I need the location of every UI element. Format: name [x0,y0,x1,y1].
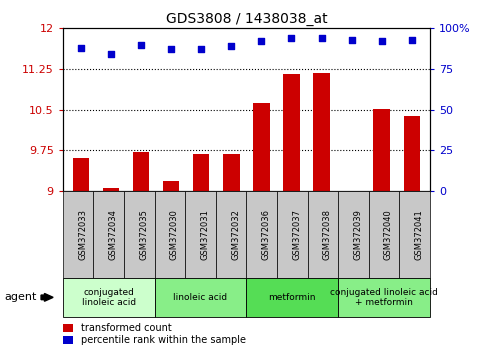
Text: GSM372036: GSM372036 [262,209,270,260]
Text: linoleic acid: linoleic acid [173,293,227,302]
Text: GSM372035: GSM372035 [139,209,148,260]
Point [257,39,265,44]
Text: conjugated
linoleic acid: conjugated linoleic acid [82,288,136,307]
Bar [163,181,179,191]
Text: metformin: metformin [269,293,316,302]
Text: percentile rank within the sample: percentile rank within the sample [81,335,246,345]
Point [287,35,295,41]
Bar [133,152,149,191]
Point [318,35,326,41]
Bar [313,73,330,191]
Point [198,47,205,52]
Text: GSM372038: GSM372038 [323,209,332,260]
Bar [373,109,390,191]
Text: GSM372031: GSM372031 [200,209,210,260]
Point [227,44,235,49]
Point [408,37,416,42]
Point [107,52,115,57]
Point [137,42,145,47]
Bar [72,158,89,191]
Text: conjugated linoleic acid
+ metformin: conjugated linoleic acid + metformin [330,288,438,307]
Text: GSM372032: GSM372032 [231,209,240,260]
Bar [223,154,240,191]
Text: transformed count: transformed count [81,323,171,333]
Text: GSM372033: GSM372033 [78,209,87,260]
Point [167,47,175,52]
Text: GSM372030: GSM372030 [170,209,179,260]
Bar [253,103,270,191]
Bar [403,116,420,191]
Text: agent: agent [5,292,37,302]
Bar [103,188,119,191]
Bar [193,154,210,191]
Title: GDS3808 / 1438038_at: GDS3808 / 1438038_at [166,12,327,26]
Text: GSM372041: GSM372041 [414,209,424,260]
Point [77,45,85,51]
Bar [283,74,300,191]
Point [378,39,385,44]
Text: GSM372039: GSM372039 [354,209,362,260]
Text: GSM372040: GSM372040 [384,209,393,260]
Point [348,37,355,42]
Text: GSM372037: GSM372037 [292,209,301,260]
Text: GSM372034: GSM372034 [109,209,118,260]
